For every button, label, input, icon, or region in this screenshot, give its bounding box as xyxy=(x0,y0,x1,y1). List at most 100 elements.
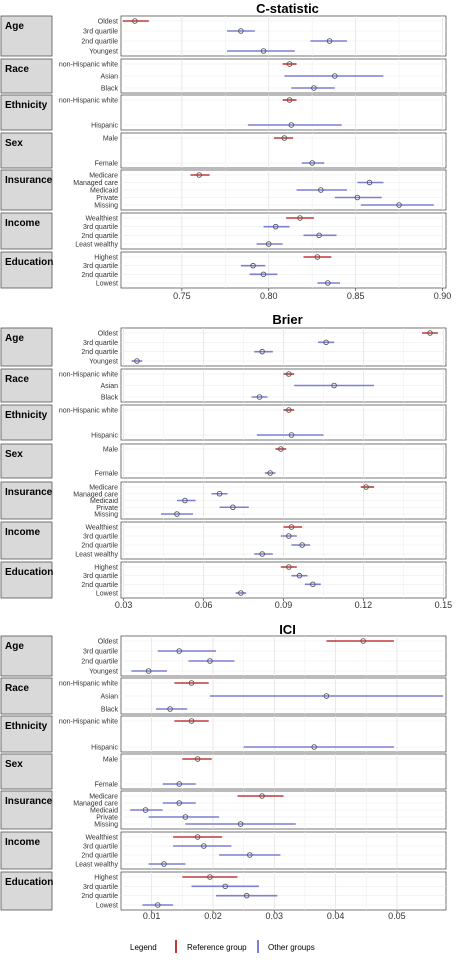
point-estimate xyxy=(207,874,213,880)
point-estimate xyxy=(194,834,201,840)
facet-strip xyxy=(0,871,53,911)
category-label: Hispanic xyxy=(91,745,118,752)
category-label: Missing xyxy=(94,822,118,829)
point-estimate xyxy=(167,706,173,712)
facet-sex: Sex Male Female xyxy=(0,753,447,790)
category-label: Medicare xyxy=(89,173,118,180)
facet-strip xyxy=(0,15,53,57)
category-label: 3rd quartile xyxy=(83,884,118,891)
point-estimate xyxy=(297,215,303,221)
category-label: Private xyxy=(96,505,118,512)
panel-title: ICI xyxy=(279,622,296,637)
x-tick-label: 0.06 xyxy=(195,600,213,610)
point-estimate xyxy=(288,432,295,438)
category-label: Wealthiest xyxy=(85,835,118,842)
facet-panel-background xyxy=(120,94,447,131)
facet-panel-background xyxy=(120,635,447,677)
category-label: Youngest xyxy=(89,359,118,366)
category-label: Medicare xyxy=(89,794,118,801)
category-label: Medicaid xyxy=(90,188,118,195)
category-label: Managed care xyxy=(73,491,118,498)
category-label: Private xyxy=(96,195,118,202)
category-label: 2nd quartile xyxy=(81,543,118,550)
facet-strip-label: Age xyxy=(5,21,24,32)
facet-race: Race non-Hispanic white Asian Black xyxy=(0,58,447,94)
facet-strip xyxy=(0,635,53,677)
point-estimate xyxy=(288,122,295,128)
point-estimate xyxy=(286,371,292,377)
facet-race: Race non-Hispanic white Asian Black xyxy=(0,368,447,403)
category-label: 2nd quartile xyxy=(81,853,118,860)
facet-strip xyxy=(0,251,53,289)
category-label: 3rd quartile xyxy=(83,573,118,580)
point-estimate xyxy=(145,668,152,674)
category-label: Oldest xyxy=(98,639,118,646)
category-label: 3rd quartile xyxy=(83,649,118,656)
x-tick-label: 0.90 xyxy=(434,291,452,301)
category-label: Hispanic xyxy=(91,433,118,440)
point-estimate xyxy=(360,638,366,644)
point-estimate xyxy=(325,280,331,286)
category-label: 3rd quartile xyxy=(83,534,118,541)
legend-title: Legend xyxy=(130,943,157,952)
facet-strip-label: Insurance xyxy=(5,175,53,186)
point-estimate xyxy=(363,484,369,490)
x-tick-label: 0.75 xyxy=(173,291,191,301)
facet-strip xyxy=(0,212,53,250)
category-label: non-Hispanic white xyxy=(59,681,118,688)
facet-strip-label: Sex xyxy=(5,138,23,149)
point-estimate xyxy=(323,693,330,699)
point-estimate xyxy=(194,756,201,762)
category-label: Female xyxy=(95,471,118,478)
facet-strip xyxy=(0,169,53,211)
point-estimate xyxy=(238,28,244,34)
category-label: Wealthiest xyxy=(85,525,118,532)
point-estimate xyxy=(396,202,402,208)
facet-strip-label: Education xyxy=(5,567,53,578)
facet-strip xyxy=(0,753,53,790)
category-label: Hispanic xyxy=(91,123,118,130)
category-label: 2nd quartile xyxy=(81,893,118,900)
facet-ethnicity: Ethnicity non-Hispanic white Hispanic xyxy=(0,94,447,131)
point-estimate xyxy=(311,85,317,91)
legend-reference-label: Reference group xyxy=(187,943,247,952)
facet-ethnicity: Ethnicity non-Hispanic white Hispanic xyxy=(0,715,447,753)
category-label: non-Hispanic white xyxy=(59,372,118,379)
point-estimate xyxy=(281,135,288,141)
facet-panel-background xyxy=(120,251,447,289)
category-label: Least wealthy xyxy=(75,552,118,559)
category-label: Black xyxy=(101,86,119,93)
panel-title: Brier xyxy=(272,312,302,327)
facet-strip-label: Race xyxy=(5,374,29,385)
category-label: Managed care xyxy=(73,180,118,187)
point-estimate xyxy=(176,648,183,654)
point-estimate xyxy=(326,38,333,44)
category-label: 2nd quartile xyxy=(81,349,118,356)
facet-strip xyxy=(0,831,53,870)
point-estimate xyxy=(260,48,267,54)
point-estimate xyxy=(427,330,433,336)
category-label: Asian xyxy=(100,383,118,390)
category-label: Medicare xyxy=(89,485,118,492)
point-estimate xyxy=(260,271,267,278)
facet-strip xyxy=(0,715,53,753)
point-estimate xyxy=(182,497,188,504)
facet-strip xyxy=(0,677,53,715)
legend-other-label: Other groups xyxy=(268,943,315,952)
category-label: Least wealthy xyxy=(75,242,118,249)
point-estimate xyxy=(247,852,253,858)
category-label: Oldest xyxy=(98,19,118,26)
category-label: Least wealthy xyxy=(75,862,118,869)
point-estimate xyxy=(288,524,295,530)
category-label: Highest xyxy=(94,255,118,262)
facet-strip xyxy=(0,94,53,131)
point-estimate xyxy=(256,394,263,400)
point-estimate xyxy=(286,564,292,570)
